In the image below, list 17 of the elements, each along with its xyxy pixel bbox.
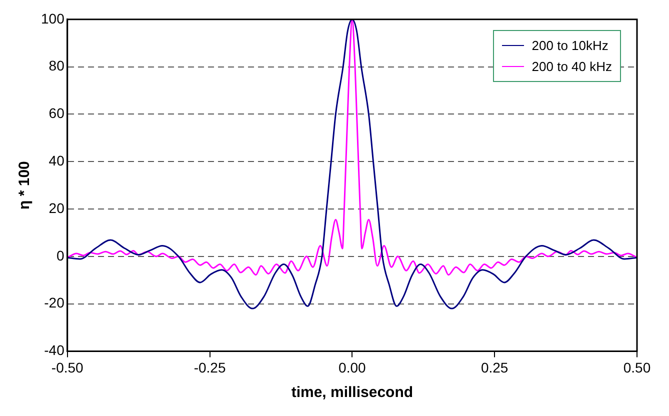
y-tick-label: 0 <box>56 247 65 264</box>
y-tick-label: -40 <box>44 342 65 358</box>
y-tick-label: 40 <box>48 152 65 168</box>
legend-label: 200 to 10kHz <box>532 37 608 55</box>
y-tick-label: 100 <box>41 10 65 26</box>
legend-label: 200 to 40 kHz <box>532 58 612 76</box>
x-tick-label: 0.25 <box>480 359 508 376</box>
y-tick-label: -20 <box>44 294 65 311</box>
y-tick-label: 80 <box>48 58 65 74</box>
x-axis-title: time, millisecond <box>291 384 414 402</box>
x-tick-label: 0.00 <box>338 359 366 376</box>
x-tick-label: -0.25 <box>194 359 226 376</box>
y-tick-label: 20 <box>48 200 65 216</box>
x-tick-label: -0.50 <box>51 359 84 376</box>
y-axis-title: η * 100 <box>16 161 34 210</box>
x-tick-label: 0.50 <box>623 359 651 376</box>
y-tick-label: 60 <box>48 105 65 122</box>
